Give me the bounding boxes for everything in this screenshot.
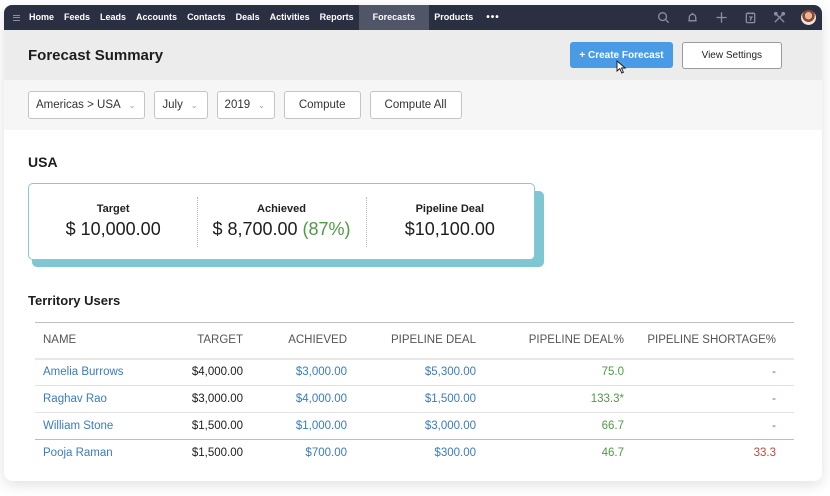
pipeline-link[interactable]: $300.00 <box>434 447 476 460</box>
achieved-percent: (87%) <box>302 219 351 239</box>
search-icon[interactable] <box>656 11 670 25</box>
page-title: Forecast Summary <box>28 46 164 64</box>
chevron-down-icon: ⌄ <box>258 100 265 110</box>
shortage-pct-cell: - <box>624 358 794 386</box>
mouse-cursor-icon <box>616 60 627 74</box>
nav-home[interactable]: Home <box>29 12 55 22</box>
achieved-value: $ 8,700.00 <box>212 219 298 239</box>
col-pipeline-shortage-pct[interactable]: PIPELINE SHORTAGE% <box>647 334 776 347</box>
user-name-link[interactable]: Pooja Raman <box>43 447 113 460</box>
nav-activities[interactable]: Activities <box>269 12 310 22</box>
user-name-link[interactable]: William Stone <box>35 412 153 440</box>
summary-target: Target $ 10,000.00 <box>29 203 197 240</box>
summary-card: Target $ 10,000.00 Achieved $ 8,700.00 (… <box>28 183 535 260</box>
compute-all-button[interactable]: Compute All <box>369 91 462 119</box>
main-content: USA Target $ 10,000.00 Achieved $ 8,700.… <box>4 154 822 467</box>
nav-deals[interactable]: Deals <box>235 12 260 22</box>
target-value: $ 10,000.00 <box>65 219 161 239</box>
target-cell: $4,000.00 <box>153 358 243 386</box>
pipeline-pct-cell: 75.0 <box>476 358 624 386</box>
view-settings-button[interactable]: View Settings <box>681 41 782 69</box>
target-label: Target <box>96 203 130 215</box>
shortage-pct-cell: - <box>624 385 794 413</box>
nav-more-button[interactable]: ••• <box>486 12 500 23</box>
nav-right-tools <box>656 10 822 25</box>
pipeline-pct-cell: 66.7 <box>476 412 624 440</box>
pipeline-pct-cell: 46.7 <box>601 447 624 460</box>
nav-accounts[interactable]: Accounts <box>136 12 178 22</box>
summary-card-wrapper: Target $ 10,000.00 Achieved $ 8,700.00 (… <box>28 183 544 267</box>
table-row: Amelia Burrows $4,000.00 $3,000.00 $5,30… <box>35 358 794 386</box>
create-forecast-button[interactable]: + Create Forecast <box>570 42 673 74</box>
achieved-label: Achieved <box>257 203 306 215</box>
shortage-pct-cell: - <box>624 412 794 440</box>
target-cell: $3,000.00 <box>153 385 243 413</box>
menu-icon[interactable] <box>4 14 24 21</box>
page-header: Forecast Summary + Create Forecast View … <box>4 30 822 80</box>
chevron-down-icon: ⌄ <box>128 100 136 110</box>
pipeline-link[interactable]: $1,500.00 <box>347 385 476 413</box>
pipeline-value: $10,100.00 <box>404 219 495 239</box>
header-actions: + Create Forecast View Settings <box>570 41 782 74</box>
target-cell: $1,500.00 <box>191 447 243 460</box>
month-value: July <box>162 99 183 111</box>
summary-pipeline: Pipeline Deal $10,100.00 <box>365 197 534 247</box>
region-title: USA <box>28 154 58 170</box>
achieved-link[interactable]: $700.00 <box>305 447 347 460</box>
user-name-link[interactable]: Amelia Burrows <box>35 358 153 386</box>
nav-reports[interactable]: Reports <box>319 12 354 22</box>
territory-select[interactable]: Americas > USA ⌄ <box>28 91 146 119</box>
nav-forecasts[interactable]: Forecasts <box>358 5 430 30</box>
territory-users-table: NAME TARGET ACHIEVED PIPELINE DEAL PIPEL… <box>35 322 794 467</box>
col-target[interactable]: TARGET <box>197 334 243 347</box>
tools-icon[interactable] <box>772 11 786 25</box>
summary-achieved: Achieved $ 8,700.00 (87%) <box>197 197 365 247</box>
shortage-pct-cell: 33.3 <box>753 447 776 460</box>
compute-button[interactable]: Compute <box>283 91 361 119</box>
top-nav: Home Feeds Leads Accounts Contacts Deals… <box>4 5 822 30</box>
calendar-icon[interactable] <box>743 11 757 25</box>
app-window: Home Feeds Leads Accounts Contacts Deals… <box>4 5 822 481</box>
month-select[interactable]: July ⌄ <box>154 91 208 119</box>
nav-feeds[interactable]: Feeds <box>64 12 91 22</box>
table-row: Pooja Raman $1,500.00 $700.00 $300.00 46… <box>35 440 794 467</box>
pipeline-link[interactable]: $3,000.00 <box>347 412 476 440</box>
territory-value: Americas > USA <box>36 99 121 111</box>
filter-bar: Americas > USA ⌄ July ⌄ 2019 ⌄ Compute C… <box>4 80 822 130</box>
nav-products[interactable]: Products <box>434 12 474 22</box>
col-achieved[interactable]: ACHIEVED <box>288 334 347 347</box>
bell-icon[interactable] <box>685 11 699 25</box>
chevron-down-icon: ⌄ <box>190 100 198 110</box>
table-header-row: NAME TARGET ACHIEVED PIPELINE DEAL PIPEL… <box>35 322 794 359</box>
create-forecast-label: + Create Forecast <box>579 49 664 61</box>
col-pipeline-deal-pct[interactable]: PIPELINE DEAL% <box>528 334 624 347</box>
table-row: William Stone $1,500.00 $1,000.00 $3,000… <box>35 412 794 440</box>
pipeline-pct-cell: 133.3* <box>476 385 624 413</box>
nav-contacts[interactable]: Contacts <box>187 12 226 22</box>
year-select[interactable]: 2019 ⌄ <box>216 91 275 119</box>
territory-users-title: Territory Users <box>28 293 121 308</box>
year-value: 2019 <box>224 99 251 111</box>
achieved-link[interactable]: $1,000.00 <box>243 412 347 440</box>
plus-icon[interactable] <box>714 11 728 25</box>
col-name[interactable]: NAME <box>43 334 77 347</box>
pipeline-link[interactable]: $5,300.00 <box>347 358 476 386</box>
achieved-link[interactable]: $3,000.00 <box>243 358 347 386</box>
achieved-link[interactable]: $4,000.00 <box>243 385 347 413</box>
avatar[interactable] <box>801 10 816 25</box>
col-pipeline-deal[interactable]: PIPELINE DEAL <box>390 334 476 347</box>
table-row: Raghav Rao $3,000.00 $4,000.00 $1,500.00… <box>35 385 794 413</box>
nav-leads[interactable]: Leads <box>100 12 127 22</box>
user-name-link[interactable]: Raghav Rao <box>35 385 153 413</box>
pipeline-label: Pipeline Deal <box>415 203 485 215</box>
target-cell: $1,500.00 <box>153 412 243 440</box>
achieved-value-line: $ 8,700.00 (87%) <box>197 219 365 240</box>
